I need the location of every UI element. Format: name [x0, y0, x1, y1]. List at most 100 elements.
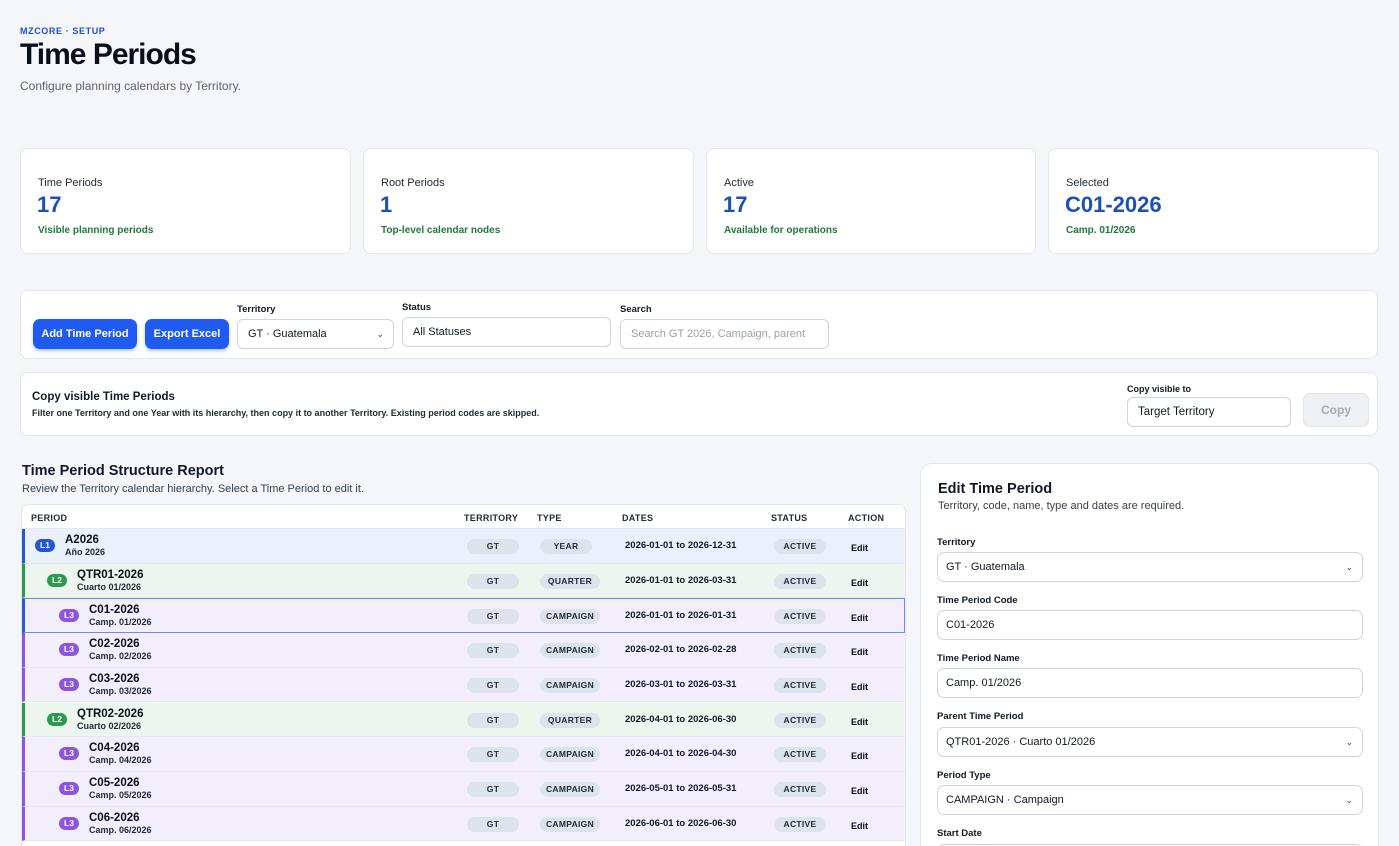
territory-badge: GT [467, 816, 519, 832]
table-row[interactable]: L3 C03-2026 Camp. 03/2026 GT CAMPAIGN 2026-03… [22, 667, 905, 703]
report-subtitle: Review the Territory calendar hierarchy.… [22, 483, 364, 495]
period-dates: 2026-01-01 to 2026-03-31 [625, 574, 737, 586]
status-select[interactable]: All Statuses [402, 317, 611, 347]
edit-link[interactable]: Edit [851, 543, 868, 553]
stat-label: Time Periods [38, 177, 103, 189]
edit-link[interactable]: Edit [851, 716, 868, 727]
period-type-select[interactable]: CAMPAIGN · Campaign ⌄ [937, 785, 1363, 815]
period-name-input[interactable]: Camp. 01/2026 [937, 668, 1363, 698]
stat-label: Active [724, 177, 754, 189]
period-code-value: C01-2026 [946, 619, 995, 631]
level-badge: L1 [35, 539, 55, 552]
edit-period-panel: Edit Time Period Territory, code, name, … [920, 463, 1379, 846]
stat-card-selected: Selected C01-2026 Camp. 01/2026 [1048, 148, 1379, 254]
territory-badge: GT [467, 747, 519, 763]
target-territory-placeholder: Target Territory [1138, 406, 1215, 418]
status-badge: ACTIVE [774, 677, 826, 693]
table-row[interactable]: L2 QTR01-2026 Cuarto 01/2026 GT QUARTER 2026-… [22, 563, 905, 599]
parent-period-select[interactable]: QTR01-2026 · Cuarto 01/2026 ⌄ [937, 727, 1363, 757]
edit-territory-select[interactable]: GT · Guatemala ⌄ [937, 552, 1363, 582]
period-code-input[interactable]: C01-2026 [937, 610, 1363, 640]
level-badge: L2 [47, 712, 67, 726]
status-badge: ACTIVE [774, 781, 826, 797]
edit-link[interactable]: Edit [851, 613, 868, 624]
period-code: C02-2026 [89, 638, 140, 651]
edit-territory-label: Territory [937, 537, 976, 548]
edit-link[interactable]: Edit [851, 820, 868, 831]
copy-button[interactable]: Copy [1303, 393, 1369, 427]
level-badge: L2 [47, 573, 67, 587]
table-row[interactable]: L1 A2026 Año 2026 GT YEAR 2026-01-01 to 2026-… [22, 529, 905, 564]
col-territory: TERRITORY [464, 513, 519, 523]
status-badge: ACTIVE [774, 539, 826, 554]
period-name-value: Camp. 01/2026 [946, 677, 1022, 689]
period-name: Cuarto 02/2026 [77, 720, 142, 731]
status-badge: ACTIVE [774, 747, 826, 763]
period-name: Camp. 03/2026 [89, 685, 152, 696]
table-row[interactable]: L3 C02-2026 Camp. 02/2026 GT CAMPAIGN 2026-02… [22, 633, 905, 668]
type-badge: QUARTER [540, 573, 600, 589]
type-badge: YEAR [540, 539, 592, 554]
period-name: Camp. 04/2026 [89, 755, 152, 766]
stat-value: 17 [723, 192, 748, 217]
territory-badge: GT [467, 539, 519, 554]
edit-link[interactable]: Edit [851, 751, 868, 762]
page-title: Time Periods [20, 38, 197, 71]
chevron-down-icon: ⌄ [1345, 737, 1353, 747]
col-dates: DATES [622, 513, 654, 523]
table-row[interactable]: L3 C06-2026 Camp. 06/2026 GT CAMPAIGN 2026-06… [22, 806, 905, 842]
level-badge: L3 [59, 609, 79, 623]
search-input[interactable]: Search GT 2026, Campaign, parent [620, 319, 829, 349]
search-placeholder: Search GT 2026, Campaign, parent [631, 328, 806, 340]
territory-badge: GT [467, 573, 519, 589]
stat-card-root-periods: Root Periods 1 Top-level calendar nodes [363, 148, 694, 254]
status-badge: ACTIVE [774, 712, 826, 728]
period-code: C04-2026 [89, 742, 140, 755]
table-row[interactable]: L3 C01-2026 Camp. 01/2026 GT CAMPAIGN 2026-01… [22, 598, 905, 634]
copy-target-label: Copy visible to [1127, 384, 1192, 394]
territory-filter-label: Territory [237, 304, 276, 315]
edit-parent-label: Parent Time Period [937, 711, 1024, 722]
period-code: QTR01-2026 [77, 568, 144, 581]
col-period: PERIOD [31, 513, 68, 523]
copy-title: Copy visible Time Periods [32, 391, 175, 403]
status-badge: ACTIVE [774, 573, 826, 589]
edit-link[interactable]: Edit [851, 647, 868, 658]
type-badge: CAMPAIGN [540, 677, 600, 693]
type-badge: CAMPAIGN [540, 643, 600, 659]
table-row[interactable]: L3 C05-2026 Camp. 05/2026 GT CAMPAIGN 2026-05… [22, 771, 905, 807]
parent-period-value: QTR01-2026 · Cuarto 01/2026 [946, 736, 1096, 748]
period-name: Camp. 02/2026 [89, 651, 152, 662]
level-badge: L3 [59, 677, 79, 691]
edit-link[interactable]: Edit [851, 577, 868, 588]
edit-link[interactable]: Edit [851, 681, 868, 692]
add-time-period-button[interactable]: Add Time Period [33, 319, 137, 349]
table-row[interactable]: L3 C04-2026 Camp. 04/2026 GT CAMPAIGN 2026-04… [22, 737, 905, 772]
territory-select[interactable]: GT · Guatemala ⌄ [237, 319, 394, 349]
table-row[interactable]: L2 QTR02-2026 Cuarto 02/2026 GT QUARTER 2026-… [22, 702, 905, 738]
type-badge: CAMPAIGN [540, 747, 600, 763]
period-dates: 2026-01-01 to 2026-12-31 [625, 540, 737, 551]
period-dates: 2026-04-01 to 2026-04-30 [625, 748, 737, 760]
territory-badge: GT [467, 609, 519, 625]
target-territory-select[interactable]: Target Territory [1127, 397, 1291, 427]
period-dates: 2026-03-01 to 2026-03-31 [625, 678, 737, 690]
report-title: Time Period Structure Report [22, 463, 224, 479]
status-select-value: All Statuses [413, 326, 472, 338]
page-subtitle: Configure planning calendars by Territor… [20, 79, 242, 93]
period-name: Camp. 05/2026 [89, 789, 152, 800]
period-name: Camp. 06/2026 [89, 824, 152, 835]
level-badge: L3 [59, 643, 79, 657]
chevron-down-icon: ⌄ [1345, 562, 1353, 572]
territory-badge: GT [467, 781, 519, 797]
edit-link[interactable]: Edit [851, 785, 868, 796]
filter-toolbar: Add Time Period Export Excel Territory G… [20, 290, 1378, 359]
period-code: C01-2026 [89, 604, 140, 617]
stat-card-active: Active 17 Available for operations [706, 148, 1036, 254]
export-excel-button[interactable]: Export Excel [145, 319, 229, 349]
status-filter-label: Status [402, 302, 432, 313]
edit-code-label: Time Period Code [937, 595, 1018, 606]
copy-description: Filter one Territory and one Year with i… [32, 408, 540, 418]
stat-label: Selected [1066, 177, 1109, 189]
col-type: TYPE [537, 513, 562, 523]
